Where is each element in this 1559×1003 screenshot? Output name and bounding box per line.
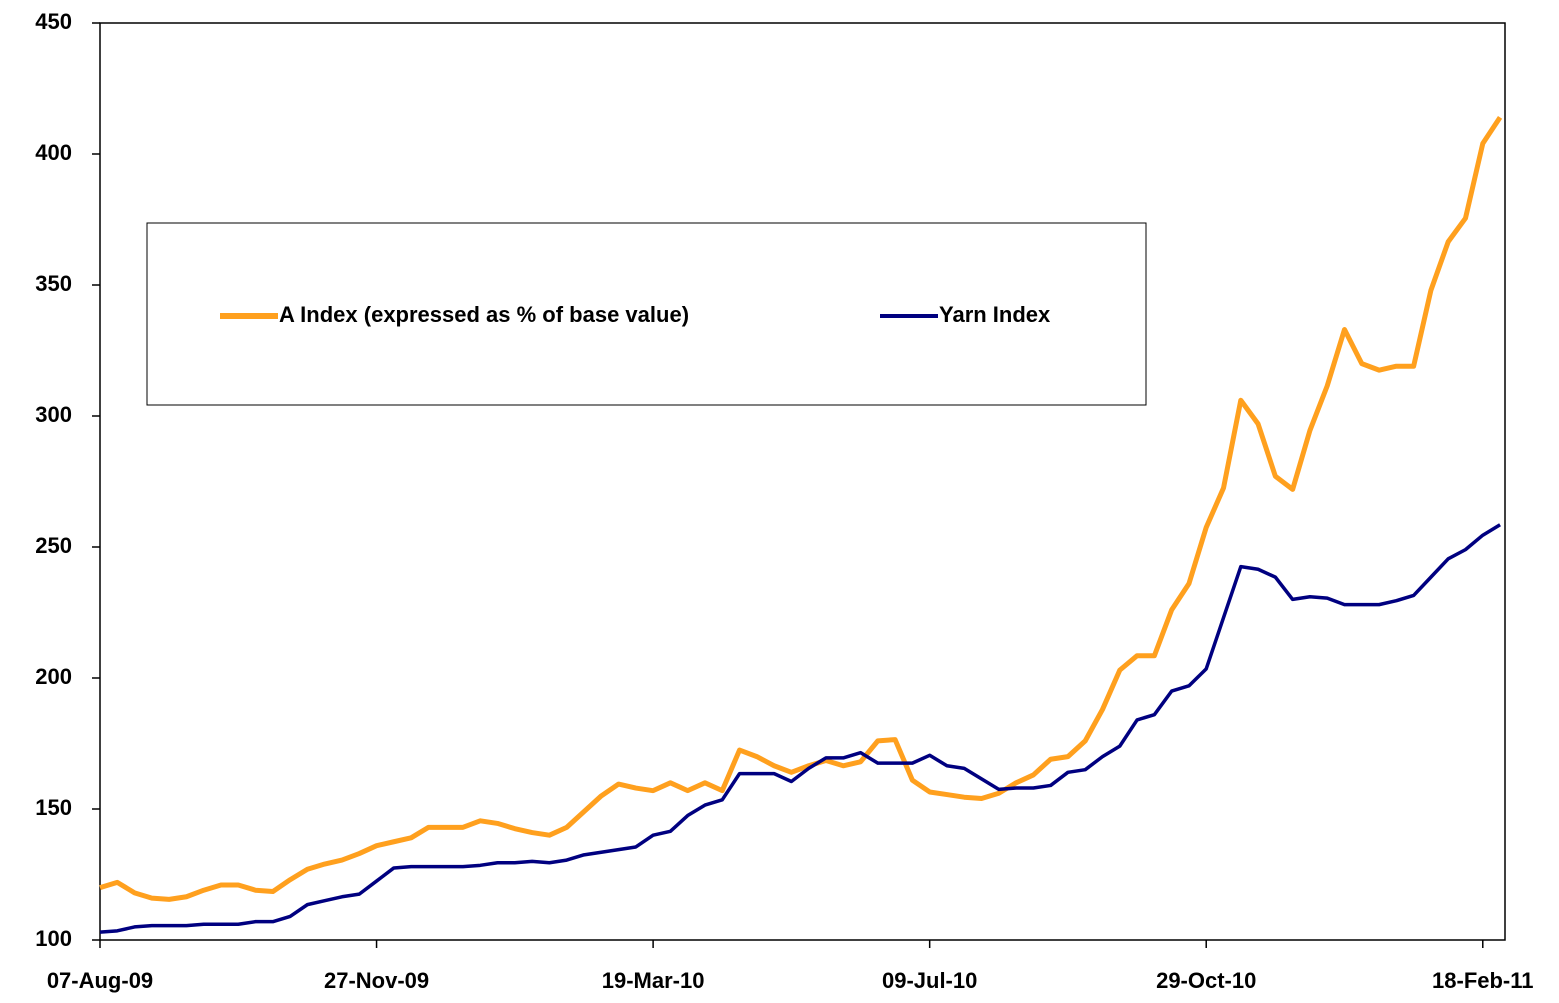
legend <box>146 222 1147 406</box>
data-line <box>99 523 1501 934</box>
y-tick-label: 250 <box>35 533 72 558</box>
y-tick-label: 200 <box>35 664 72 689</box>
x-tick-label: 07-Aug-09 <box>47 968 153 993</box>
x-tick-label: 09-Jul-10 <box>882 968 977 993</box>
x-tick-label: 27-Nov-09 <box>324 968 429 993</box>
x-tick-label: 19-Mar-10 <box>602 968 705 993</box>
plot-area <box>99 22 1506 941</box>
data-line <box>99 115 1503 902</box>
legend-label: Yarn Index <box>939 302 1051 327</box>
y-tick-label: 400 <box>35 140 72 165</box>
x-tick-label: 18-Feb-11 <box>1432 968 1534 993</box>
y-tick-label: 150 <box>35 795 72 820</box>
x-tick-label: 29-Oct-10 <box>1156 968 1256 993</box>
y-tick-label: 100 <box>35 926 72 951</box>
legend-label: A Index (expressed as % of base value) <box>279 302 689 327</box>
y-tick-label: 450 <box>35 9 72 34</box>
y-tick-label: 300 <box>35 402 72 427</box>
y-tick-label: 350 <box>35 271 72 296</box>
